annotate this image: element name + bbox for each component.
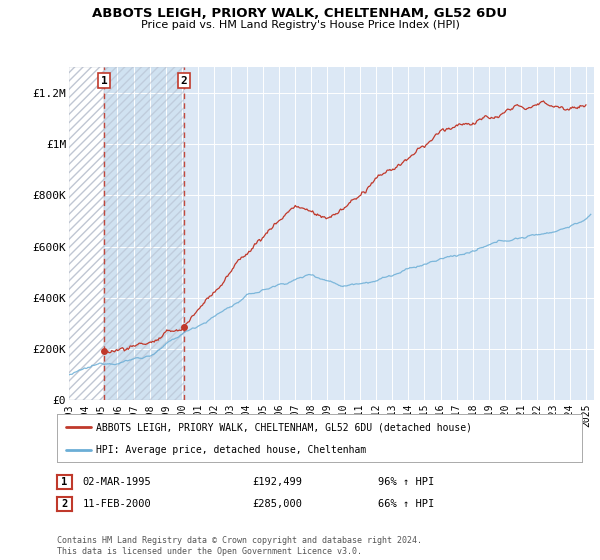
Text: 66% ↑ HPI: 66% ↑ HPI <box>378 499 434 509</box>
Text: £285,000: £285,000 <box>252 499 302 509</box>
Bar <box>104 67 184 400</box>
Text: £192,499: £192,499 <box>252 477 302 487</box>
Text: Contains HM Land Registry data © Crown copyright and database right 2024.
This d: Contains HM Land Registry data © Crown c… <box>57 536 422 556</box>
Text: 2: 2 <box>61 499 68 509</box>
Text: 02-MAR-1995: 02-MAR-1995 <box>83 477 152 487</box>
Text: 1: 1 <box>61 477 68 487</box>
Text: HPI: Average price, detached house, Cheltenham: HPI: Average price, detached house, Chel… <box>97 445 367 455</box>
Text: 2: 2 <box>181 76 187 86</box>
Text: 1: 1 <box>101 76 107 86</box>
Text: ABBOTS LEIGH, PRIORY WALK, CHELTENHAM, GL52 6DU (detached house): ABBOTS LEIGH, PRIORY WALK, CHELTENHAM, G… <box>97 422 472 432</box>
Text: ABBOTS LEIGH, PRIORY WALK, CHELTENHAM, GL52 6DU: ABBOTS LEIGH, PRIORY WALK, CHELTENHAM, G… <box>92 7 508 20</box>
Text: 96% ↑ HPI: 96% ↑ HPI <box>378 477 434 487</box>
Bar <box>69 67 104 400</box>
Text: 11-FEB-2000: 11-FEB-2000 <box>83 499 152 509</box>
Text: Price paid vs. HM Land Registry's House Price Index (HPI): Price paid vs. HM Land Registry's House … <box>140 20 460 30</box>
Bar <box>69 67 104 400</box>
Bar <box>104 67 184 400</box>
